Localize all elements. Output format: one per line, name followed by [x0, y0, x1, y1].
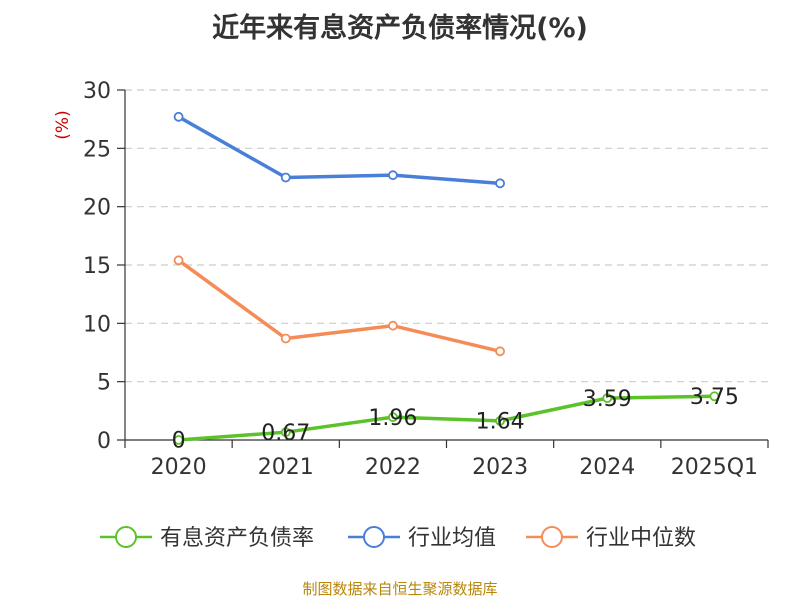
data-label-2021: 0.67 [261, 421, 310, 446]
y-tick-label-25: 25 [83, 137, 111, 162]
series-1-point-2020 [173, 111, 184, 122]
legend-label-0: 有息资产负债率 [160, 526, 314, 551]
series-line-2 [177, 258, 501, 354]
y-tick-label-20: 20 [83, 196, 111, 221]
series-line-1 [177, 115, 501, 186]
data-label-2022: 1.96 [368, 406, 417, 431]
series-2-point-2022 [388, 320, 398, 331]
x-tick-label-2025Q1: 2025Q1 [671, 455, 758, 480]
series-0-point-2025Q1 [709, 391, 720, 402]
series-2-point-2020 [173, 255, 184, 266]
x-tick-label-2024: 2024 [579, 455, 635, 480]
series-1-point-2022 [388, 170, 398, 181]
y-tick-label-0: 0 [97, 429, 111, 454]
series-1-point-2023 [495, 178, 505, 189]
data-label-2020: 0 [172, 429, 186, 454]
y-tick-label-30: 30 [83, 79, 111, 104]
x-tick-label-2021: 2021 [258, 455, 314, 480]
legend-label-2: 行业中位数 [586, 526, 696, 551]
legend-marker-1 [363, 526, 385, 548]
legend-marker-0 [115, 526, 137, 548]
series-0-point-2023 [495, 415, 505, 426]
series-0-point-2022 [388, 412, 398, 423]
y-tick-label-10: 10 [83, 312, 111, 337]
data-label-2025Q1: 3.75 [690, 385, 739, 410]
series-0-point-2024 [602, 393, 613, 404]
source-note: 制图数据来自恒生聚源数据库 [302, 580, 498, 598]
y-tick-label-5: 5 [97, 371, 111, 396]
series-1-point-2021 [280, 172, 291, 183]
series-2-point-2021 [280, 333, 291, 344]
chart-title: 近年来有息资产负债率情况(%) [212, 13, 588, 44]
x-tick-label-2023: 2023 [472, 455, 528, 480]
legend-marker-2 [541, 526, 563, 548]
series-0-point-2021 [280, 427, 291, 438]
legend-label-1: 行业均值 [408, 526, 496, 551]
x-tick-label-2020: 2020 [151, 455, 207, 480]
x-tick-label-2022: 2022 [365, 455, 421, 480]
data-label-2023: 1.64 [476, 410, 525, 435]
series-0-point-2020 [173, 435, 184, 445]
y-tick-label-15: 15 [83, 254, 111, 279]
data-label-2024: 3.59 [583, 387, 632, 412]
series-2-point-2023 [495, 346, 505, 357]
series-line-0 [178, 394, 715, 442]
y-axis-label: (%) [53, 110, 73, 139]
